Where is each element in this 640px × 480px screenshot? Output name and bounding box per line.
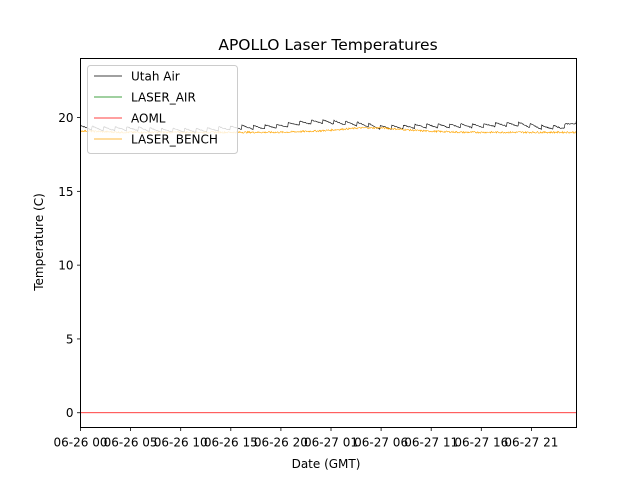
legend-box bbox=[87, 65, 238, 154]
legend-entry: LASER_AIR bbox=[131, 91, 196, 105]
x-tick-label: 06-26 10 bbox=[154, 436, 208, 450]
x-tick-label: 06-26 15 bbox=[204, 436, 258, 450]
x-tick-label: 06-26 00 bbox=[54, 436, 108, 450]
x-tick-label: 06-27 01 bbox=[304, 436, 358, 450]
y-tick-label: 0 bbox=[66, 406, 74, 420]
y-tick-label: 5 bbox=[66, 332, 74, 346]
x-tick-label: 06-27 11 bbox=[404, 436, 458, 450]
y-axis-label: Temperature (C) bbox=[32, 193, 46, 292]
y-axis-ticks: 0 5 10 15 20 bbox=[58, 111, 81, 420]
x-tick-label: 06-27 06 bbox=[354, 436, 408, 450]
legend-entry: Utah Air bbox=[131, 70, 180, 84]
x-axis-label: Date (GMT) bbox=[292, 457, 361, 471]
legend-entry: AOML bbox=[131, 112, 166, 126]
axes-frame bbox=[80, 58, 577, 428]
x-tick-label: 06-27 16 bbox=[454, 436, 508, 450]
legend: Utah Air LASER_AIR AOML LASER_BENCH bbox=[87, 65, 238, 154]
x-tick-label: 06-26 05 bbox=[104, 436, 158, 450]
y-tick-label: 20 bbox=[58, 111, 73, 125]
x-tick-label: 06-26 20 bbox=[254, 436, 308, 450]
legend-entry: LASER_BENCH bbox=[131, 133, 218, 147]
y-tick-label: 15 bbox=[58, 185, 73, 199]
chart-title: APOLLO Laser Temperatures bbox=[218, 36, 437, 54]
y-tick-label: 10 bbox=[58, 259, 73, 273]
x-tick-label: 06-27 21 bbox=[504, 436, 558, 450]
